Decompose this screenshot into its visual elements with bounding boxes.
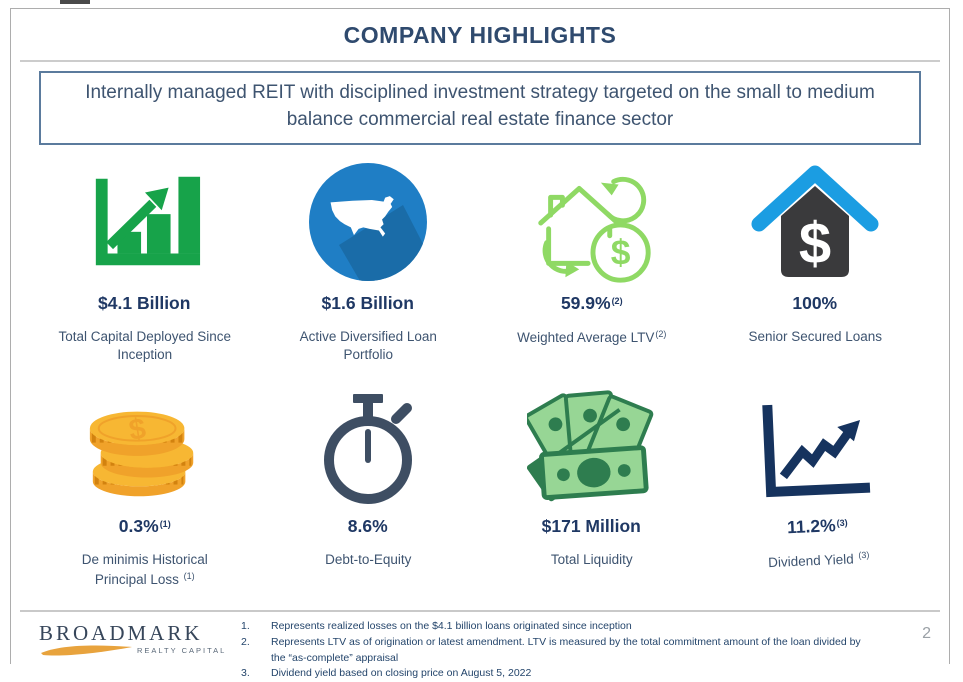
slide-page: COMPANY HIGHLIGHTS Internally managed RE… xyxy=(10,8,950,679)
page-title: COMPANY HIGHLIGHTS xyxy=(343,22,617,48)
stat-value: $1.6 Billion xyxy=(321,292,414,313)
screen-edge-artifact xyxy=(60,0,90,4)
stat-value: 0.3%(1) xyxy=(118,516,171,537)
stat-debt-to-equity: 8.6% Debt-to-Equity xyxy=(257,390,481,588)
footnote-2: 2. Represents LTV as of origination or l… xyxy=(241,635,861,664)
broadmark-logo: BROADMARK REALTY CAPITAL xyxy=(39,617,241,657)
footer-divider xyxy=(20,610,940,612)
logo-tagline: REALTY CAPITAL xyxy=(137,645,227,655)
stopwatch-icon xyxy=(318,390,418,508)
footnotes: 1. Represents realized losses on the $4.… xyxy=(241,617,891,682)
stat-label: Active Diversified Loan Portfolio xyxy=(299,328,437,363)
bar-chart-growth-icon xyxy=(86,159,204,285)
stat-label: De minimis Historical Principal Loss (1) xyxy=(81,552,208,587)
svg-text:$: $ xyxy=(610,232,630,272)
stat-active-loan-portfolio: $1.6 Billion Active Diversified Loan Por… xyxy=(257,159,481,364)
title-divider xyxy=(20,60,940,62)
stat-value: $4.1 Billion xyxy=(98,292,191,313)
stat-value: 100% xyxy=(792,292,838,313)
stat-label: Weighted Average LTV(2) xyxy=(517,328,667,345)
coin-stack-icon: $ xyxy=(82,390,208,508)
footer: BROADMARK REALTY CAPITAL 1. Represents r… xyxy=(39,617,937,682)
footnote-1: 1. Represents realized losses on the $4.… xyxy=(241,620,632,632)
stat-label: Total Liquidity xyxy=(550,552,633,568)
stat-weighted-average-ltv: $ 59.9%(2) Weighted Average LTV(2) xyxy=(480,159,704,364)
strategy-banner-text: Internally managed REIT with disciplined… xyxy=(85,82,875,130)
stat-value: 11.2%(3) xyxy=(786,515,848,538)
stat-value: 59.9%(2) xyxy=(560,292,623,313)
strategy-banner: Internally managed REIT with disciplined… xyxy=(39,71,921,145)
house-refinance-dollar-icon: $ xyxy=(523,159,661,285)
stat-label: Debt-to-Equity xyxy=(325,552,412,568)
line-chart-up-icon xyxy=(755,388,872,511)
stat-value: 8.6% xyxy=(347,516,388,537)
logo-wordmark: BROADMARK xyxy=(39,621,203,645)
stat-label: Dividend Yield (3) xyxy=(767,550,870,571)
stat-historical-principal-loss: $ 0.3%(1) De minimis Historical Principa… xyxy=(33,390,257,588)
stat-total-capital-deployed: $4.1 Billion Total Capital Deployed Sinc… xyxy=(33,159,257,364)
logo-swoosh-icon xyxy=(41,645,132,656)
stat-value: $171 Million xyxy=(541,516,641,537)
svg-text:$: $ xyxy=(799,211,831,276)
page-number: 2 xyxy=(922,625,931,642)
stat-label: Senior Secured Loans xyxy=(748,328,883,344)
footnote-3: 3. Dividend yield based on closing price… xyxy=(241,667,532,680)
svg-text:$: $ xyxy=(126,412,147,447)
stat-senior-secured-loans: $ 100% Senior Secured Loans xyxy=(704,159,928,364)
cash-fan-icon xyxy=(526,390,657,508)
stats-grid: $4.1 Billion Total Capital Deployed Sinc… xyxy=(33,159,927,589)
stat-total-liquidity: $171 Million Total Liquidity xyxy=(480,390,704,588)
secured-house-dollar-icon: $ xyxy=(749,159,881,285)
usa-map-icon xyxy=(309,159,428,285)
stat-label: Total Capital Deployed Since Inception xyxy=(58,328,232,363)
stat-dividend-yield: 11.2%(3) Dividend Yield (3) xyxy=(699,386,931,594)
